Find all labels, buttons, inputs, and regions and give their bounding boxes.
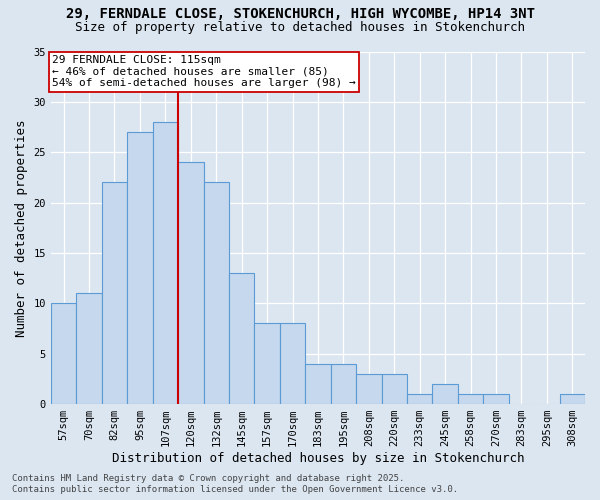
Bar xyxy=(458,394,483,404)
Bar xyxy=(407,394,433,404)
Bar xyxy=(51,304,76,404)
Bar xyxy=(560,394,585,404)
Bar xyxy=(483,394,509,404)
Bar xyxy=(280,324,305,404)
Bar xyxy=(178,162,203,404)
Bar xyxy=(254,324,280,404)
Bar xyxy=(152,122,178,404)
Text: Size of property relative to detached houses in Stokenchurch: Size of property relative to detached ho… xyxy=(75,21,525,34)
Text: 29 FERNDALE CLOSE: 115sqm
← 46% of detached houses are smaller (85)
54% of semi-: 29 FERNDALE CLOSE: 115sqm ← 46% of detac… xyxy=(52,55,356,88)
Text: Contains HM Land Registry data © Crown copyright and database right 2025.
Contai: Contains HM Land Registry data © Crown c… xyxy=(12,474,458,494)
Bar xyxy=(356,374,382,404)
Bar xyxy=(76,294,102,404)
Text: 29, FERNDALE CLOSE, STOKENCHURCH, HIGH WYCOMBE, HP14 3NT: 29, FERNDALE CLOSE, STOKENCHURCH, HIGH W… xyxy=(65,8,535,22)
Bar xyxy=(203,182,229,404)
Y-axis label: Number of detached properties: Number of detached properties xyxy=(15,119,28,336)
Bar xyxy=(305,364,331,404)
X-axis label: Distribution of detached houses by size in Stokenchurch: Distribution of detached houses by size … xyxy=(112,452,524,465)
Bar xyxy=(331,364,356,404)
Bar xyxy=(433,384,458,404)
Bar xyxy=(382,374,407,404)
Bar xyxy=(102,182,127,404)
Bar xyxy=(127,132,152,404)
Bar xyxy=(229,273,254,404)
